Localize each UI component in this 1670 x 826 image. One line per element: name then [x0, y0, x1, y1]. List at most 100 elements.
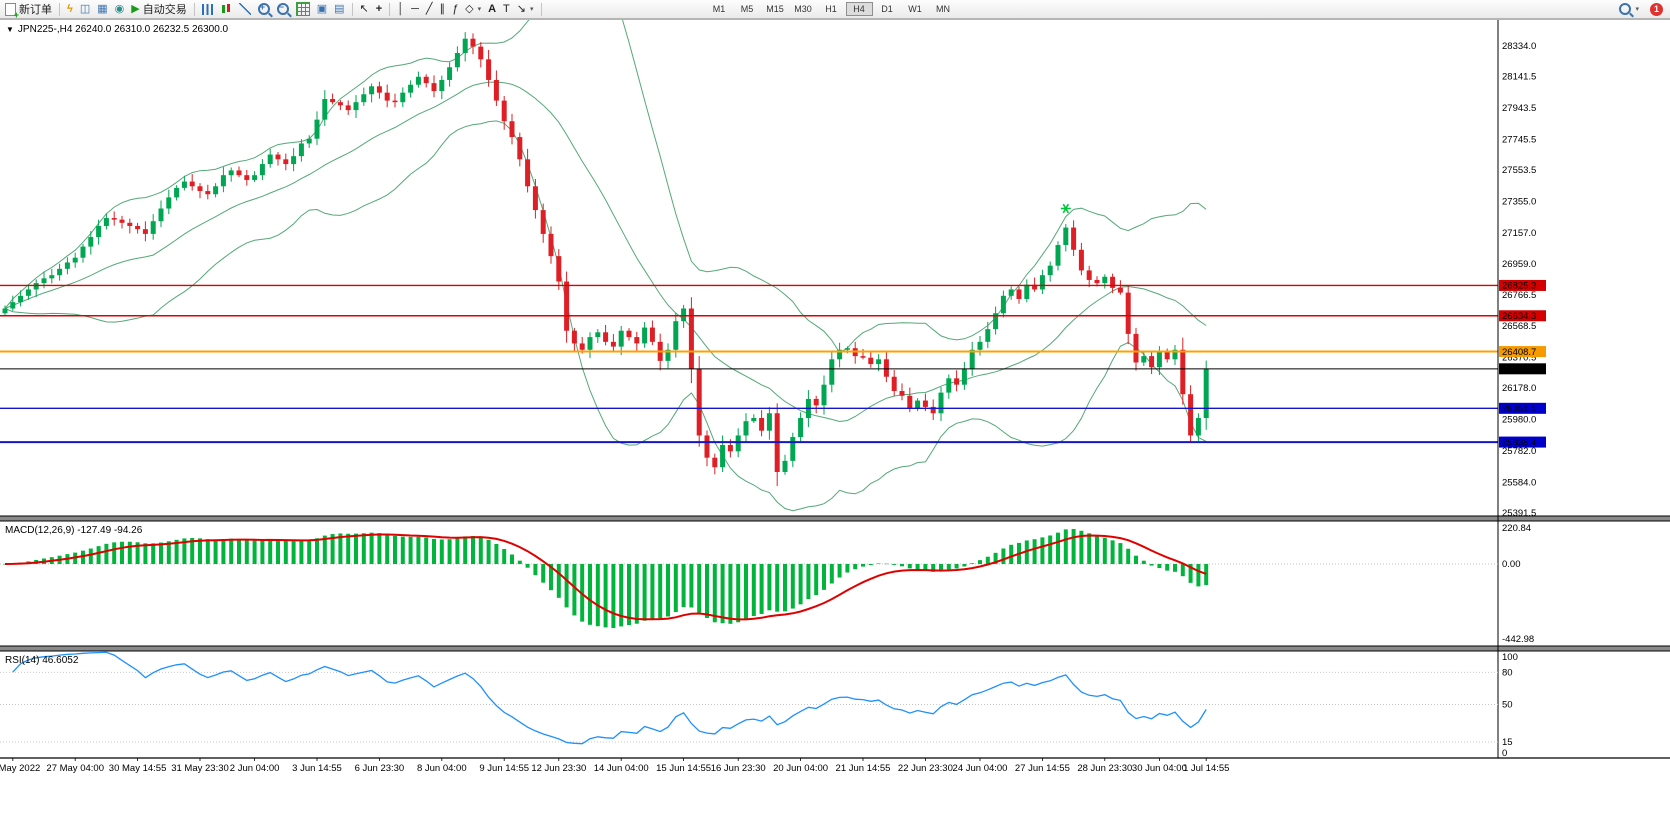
- macd-histogram-bar: [1040, 537, 1045, 564]
- macd-histogram-bar: [751, 564, 756, 617]
- community-button[interactable]: ◉: [112, 1, 128, 17]
- candle: [782, 460, 788, 472]
- price-axis-label: 26178.0: [1502, 383, 1536, 394]
- macd-histogram-bar: [970, 563, 975, 564]
- horizontal-line-tool[interactable]: ─: [408, 1, 422, 17]
- macd-histogram-bar: [689, 564, 694, 608]
- timeframe-m5[interactable]: M5: [740, 4, 754, 14]
- timeframe-d1[interactable]: D1: [881, 4, 893, 14]
- alerts-button[interactable]: ϟ: [64, 1, 76, 17]
- timeframe-mn[interactable]: MN: [936, 4, 951, 14]
- rsi-axis-label: 50: [1502, 700, 1513, 711]
- candle: [899, 391, 905, 396]
- zoom-in-button[interactable]: [255, 1, 273, 17]
- candle: [993, 313, 999, 330]
- macd-histogram-bar: [3, 564, 7, 565]
- macd-histogram-bar: [705, 564, 709, 618]
- macd-histogram-bar: [549, 564, 553, 591]
- text-icon: A: [488, 2, 497, 15]
- candle: [712, 457, 718, 468]
- timeframe-m15[interactable]: M15: [766, 4, 784, 14]
- candle: [314, 119, 320, 139]
- line-chart-type-button[interactable]: [236, 1, 254, 17]
- macd-histogram-bar: [455, 538, 460, 564]
- date-axis-label: 14 Jun 04:00: [594, 763, 649, 774]
- candle: [384, 92, 390, 101]
- arrow-icon: ↘: [516, 2, 526, 15]
- macd-histogram-bar: [962, 564, 967, 567]
- tile-windows-button[interactable]: [293, 1, 313, 17]
- chart-window-button[interactable]: ◫: [77, 1, 93, 17]
- candle: [1180, 349, 1186, 395]
- macd-histogram-bar: [517, 560, 522, 564]
- price-axis-label: 27745.5: [1502, 134, 1536, 145]
- date-axis-label: 15 Jun 14:55: [656, 763, 711, 774]
- candle: [1110, 276, 1116, 288]
- notification-badge[interactable]: 1: [1650, 2, 1663, 16]
- date-axis-label: 1 Jul 14:55: [1183, 763, 1229, 774]
- candle: [376, 86, 382, 93]
- macd-histogram-bar: [1118, 543, 1123, 564]
- macd-histogram-bar: [868, 564, 873, 566]
- candle: [915, 400, 921, 409]
- chart-shift-button[interactable]: ▤: [331, 1, 347, 17]
- chart-window-icon: ◫: [79, 2, 91, 15]
- channel-tool[interactable]: ∥: [436, 1, 448, 17]
- collapse-triangle-icon[interactable]: ▼: [6, 25, 14, 34]
- candle: [306, 138, 312, 144]
- macd-histogram-bar: [845, 564, 850, 573]
- timeframe-toolbar: M1 M5 M15 M30 H1 H4 D1 W1 MN: [706, 2, 957, 16]
- arrow-objects-tool[interactable]: ↘ ▾: [514, 1, 537, 17]
- macd-histogram-bar: [81, 550, 85, 564]
- crosshair-button[interactable]: +: [373, 1, 385, 17]
- timeframe-m1[interactable]: M1: [712, 4, 726, 14]
- profiles-button[interactable]: ▦: [94, 1, 110, 17]
- toolbar-separator: [540, 2, 542, 16]
- macd-histogram-bar: [1079, 530, 1084, 564]
- timeframe-h1[interactable]: H1: [825, 4, 837, 14]
- timeframe-m30[interactable]: M30: [794, 4, 812, 14]
- candle: [1055, 245, 1061, 266]
- chevron-down-icon: ▾: [1635, 6, 1639, 13]
- new-order-button[interactable]: 新订单: [2, 1, 55, 20]
- candle: [891, 376, 897, 392]
- macd-histogram-bar: [198, 538, 202, 564]
- shapes-tool[interactable]: ◇ ▾: [462, 1, 484, 17]
- bar-chart-type-button[interactable]: [199, 1, 216, 17]
- candle: [174, 187, 180, 198]
- auto-trading-button[interactable]: ▶ 自动交易: [128, 1, 189, 17]
- macd-histogram-bar: [1204, 564, 1209, 585]
- candle: [49, 275, 55, 279]
- date-axis-label: 12 Jun 23:30: [531, 763, 586, 774]
- price-axis-label: 27157.0: [1502, 228, 1536, 239]
- candlestick-type-button[interactable]: [217, 1, 235, 17]
- candle: [322, 99, 328, 120]
- timeframe-w1[interactable]: W1: [908, 4, 922, 14]
- candle: [283, 159, 289, 165]
- macd-histogram-bar: [471, 536, 475, 564]
- vertical-line-tool[interactable]: │: [394, 1, 407, 17]
- macd-histogram-bar: [408, 536, 413, 564]
- macd-histogram-bar: [775, 564, 780, 612]
- candle: [72, 257, 78, 263]
- candle: [423, 76, 429, 84]
- price-chart-canvas[interactable]: 28334.0 28141.5 27943.5 27745.5 27553.5 27355…: [0, 0, 1670, 777]
- candle: [88, 237, 94, 247]
- timeframe-h4[interactable]: H4: [845, 2, 873, 16]
- candle: [330, 99, 336, 103]
- cursor-button[interactable]: ↖: [357, 1, 372, 17]
- text-tool[interactable]: A: [485, 1, 499, 17]
- price-axis-label: 27943.5: [1502, 103, 1536, 114]
- trendline-tool[interactable]: ╱: [423, 1, 436, 17]
- macd-histogram-bar: [1095, 535, 1099, 564]
- auto-scroll-button[interactable]: ▣: [314, 1, 330, 17]
- fibonacci-tool[interactable]: ƒ: [449, 1, 461, 17]
- price-axis-label: 25584.0: [1502, 477, 1536, 488]
- label-tool[interactable]: T: [500, 1, 513, 17]
- macd-histogram-bar: [744, 564, 748, 620]
- zoom-out-button[interactable]: [274, 1, 292, 17]
- macd-histogram-bar: [728, 564, 733, 624]
- zoom-in-icon: [257, 2, 270, 15]
- search-button[interactable]: ▾: [1616, 1, 1642, 17]
- macd-histogram-bar: [143, 543, 148, 564]
